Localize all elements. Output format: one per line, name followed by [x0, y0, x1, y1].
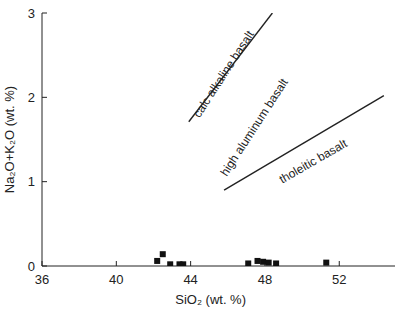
point	[260, 259, 266, 265]
x-tick-label: 52	[332, 272, 346, 287]
x-tick	[190, 261, 191, 266]
x-tick	[339, 261, 340, 266]
y-tick	[42, 97, 47, 98]
point	[167, 261, 173, 266]
chart: 36 40 44 48 52 0 1 2 3 SiO₂ (wt. %) Na₂O+K₂O (wt. …	[0, 0, 401, 313]
annotation: tholeitic basalt	[277, 136, 350, 186]
y-tick-label: 3	[28, 6, 35, 21]
x-tick-label: 36	[35, 272, 49, 287]
point	[273, 260, 279, 266]
annotation: high aluminum basalt	[217, 75, 291, 178]
annotation: calc alkaline basalt	[190, 27, 257, 120]
point	[245, 260, 251, 266]
x-tick-label: 44	[183, 272, 197, 287]
point	[323, 260, 329, 266]
y-tick	[42, 266, 47, 267]
y-axis-label: Na₂O+K₂O (wt. %)	[2, 86, 17, 193]
y-tick-label: 0	[28, 259, 35, 274]
marks	[154, 13, 384, 266]
y-axis	[42, 13, 43, 266]
y-tick	[42, 181, 47, 182]
point	[180, 261, 186, 266]
point	[266, 260, 272, 266]
x-tick-label: 40	[109, 272, 123, 287]
x-tick	[116, 261, 117, 266]
y-tick-label: 1	[28, 174, 35, 189]
x-tick-label: 48	[258, 272, 272, 287]
x-axis	[42, 266, 395, 267]
y-tick	[42, 13, 47, 14]
x-tick	[42, 261, 43, 266]
point	[160, 251, 166, 257]
point	[154, 258, 160, 264]
x-axis-label: SiO₂ (wt. %)	[175, 292, 246, 307]
y-tick-label: 2	[28, 90, 35, 105]
point	[255, 258, 261, 264]
